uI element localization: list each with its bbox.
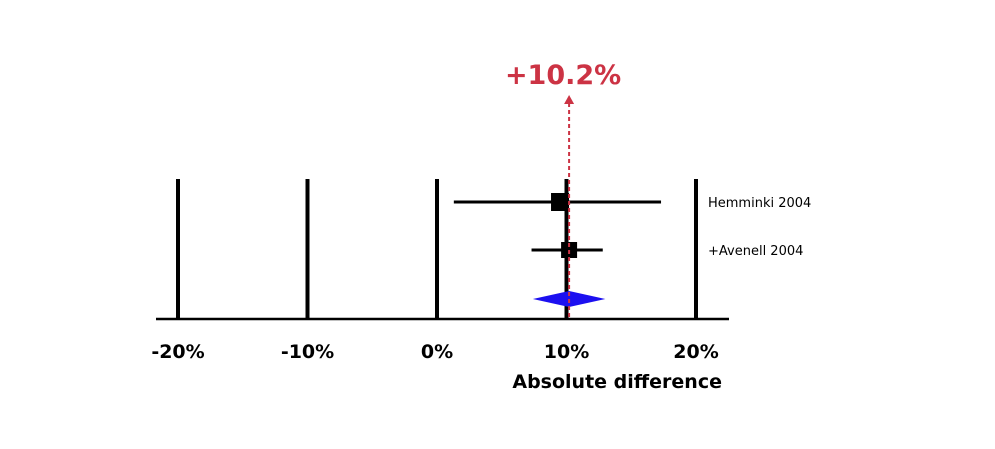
reference-arrowhead xyxy=(564,95,575,104)
vertical-tick-lines xyxy=(176,179,698,319)
x-axis-title: Absolute difference xyxy=(512,371,722,393)
tick-label-3: 10% xyxy=(544,341,589,363)
pooled-estimate-label: +10.2% xyxy=(505,60,621,91)
x-tick-labels: -20% -10% 0% 10% 20% xyxy=(151,341,718,363)
study-rows: Hemminki 2004 +Avenell 2004 xyxy=(453,193,811,259)
point-estimate-square xyxy=(551,193,570,211)
tick-label-1: -10% xyxy=(281,341,334,363)
tick-label-0: -20% xyxy=(151,341,204,363)
tick-label-2: 0% xyxy=(421,341,453,363)
study-row: Hemminki 2004 xyxy=(453,193,811,211)
study-label: Hemminki 2004 xyxy=(708,196,811,211)
tick-label-4: 20% xyxy=(673,341,718,363)
study-label: +Avenell 2004 xyxy=(708,244,803,259)
study-row: +Avenell 2004 xyxy=(531,242,803,259)
